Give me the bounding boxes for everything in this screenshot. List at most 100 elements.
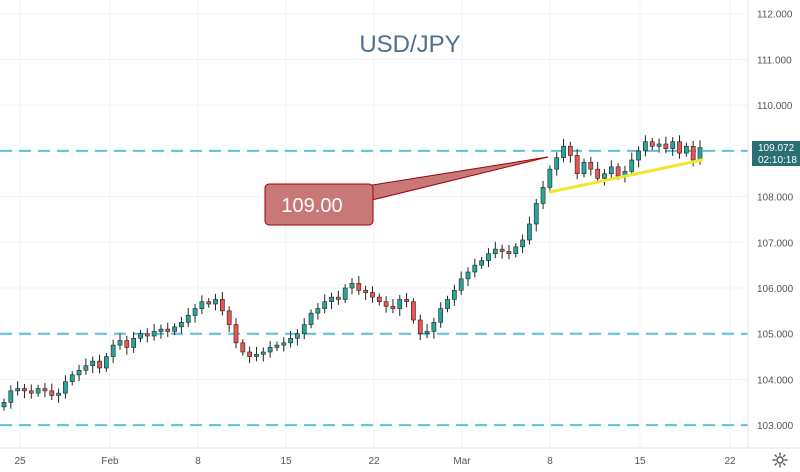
candle — [281, 337, 287, 352]
candle — [411, 298, 416, 324]
candle — [131, 331, 136, 353]
candle — [458, 271, 464, 295]
candle — [370, 286, 375, 303]
candle — [417, 314, 423, 341]
candle — [533, 198, 539, 232]
candle — [56, 388, 61, 403]
trendline — [548, 158, 704, 194]
candle — [492, 241, 498, 259]
candle — [49, 383, 55, 400]
candle — [185, 308, 191, 327]
candle — [1, 398, 7, 411]
candle — [8, 385, 14, 409]
candle — [479, 256, 484, 269]
candle — [629, 152, 635, 176]
chart-title: USD/JPY — [359, 31, 460, 58]
candle — [547, 165, 553, 192]
candle — [588, 156, 594, 176]
grid — [0, 0, 748, 448]
candle — [342, 284, 348, 304]
horizontal-levels — [0, 149, 748, 427]
price-label-box — [752, 141, 800, 166]
candle — [356, 276, 362, 295]
candle — [568, 141, 573, 163]
candle — [138, 330, 143, 342]
candle — [151, 324, 157, 341]
y-tick-label: 111.000 — [757, 55, 792, 66]
candle — [76, 364, 82, 382]
candle — [602, 169, 607, 186]
callout-text: 109.00 — [281, 195, 342, 217]
candle — [124, 336, 130, 355]
candle — [595, 161, 600, 183]
candle — [63, 375, 68, 399]
callout-pointer — [358, 156, 549, 201]
candle — [670, 137, 676, 156]
candle — [308, 309, 314, 329]
candle — [513, 243, 519, 258]
x-tick-label: 8 — [195, 456, 201, 467]
candle — [254, 346, 259, 362]
candle — [649, 138, 655, 150]
x-tick-label: 15 — [280, 456, 292, 467]
x-tick-label: 22 — [724, 456, 736, 467]
x-tick-label: 8 — [547, 456, 553, 467]
settings-gear-icon[interactable] — [772, 452, 788, 468]
candle — [69, 371, 75, 386]
candle — [22, 384, 27, 399]
callout: 109.00 — [264, 156, 549, 226]
y-axis: 103.000 104.000 105.000 106.000 107.000 108.0… — [757, 10, 794, 432]
y-tick-label: 108.000 — [757, 193, 794, 204]
candle — [636, 146, 641, 168]
price-label-value: 109.072 — [758, 143, 795, 154]
candle — [192, 304, 198, 323]
candle — [199, 295, 205, 315]
candle — [643, 135, 648, 157]
candle — [499, 244, 505, 259]
candle — [554, 152, 560, 176]
candle — [329, 292, 334, 310]
candle — [165, 322, 171, 337]
x-tick-label: 22 — [368, 456, 380, 467]
y-tick-label: 107.000 — [757, 238, 794, 249]
x-axis: 25 Feb 8 15 22 Mar 8 15 22 — [14, 456, 736, 467]
candle — [438, 302, 444, 328]
candle — [233, 318, 239, 349]
candle — [608, 160, 614, 180]
candle — [527, 216, 532, 245]
candle — [424, 324, 430, 339]
candle — [220, 292, 225, 316]
y-tick-label: 103.000 — [757, 421, 794, 432]
y-tick-label: 110.000 — [757, 101, 793, 112]
x-tick-label: 15 — [634, 456, 646, 467]
candle — [390, 298, 396, 314]
candle — [581, 158, 587, 178]
x-tick-label: 25 — [14, 456, 26, 467]
candle — [158, 324, 164, 339]
candle — [295, 329, 300, 346]
candle — [315, 303, 321, 320]
candles — [1, 135, 703, 411]
support-trendline — [548, 158, 704, 194]
callout-box — [264, 183, 374, 226]
candle — [226, 306, 232, 332]
candle — [42, 383, 48, 398]
candle — [213, 293, 218, 311]
candle — [656, 138, 662, 153]
candle — [452, 284, 457, 306]
candle — [431, 317, 437, 339]
candle — [260, 347, 266, 362]
candle — [540, 181, 546, 209]
candle — [376, 293, 382, 306]
candle — [179, 316, 184, 334]
candle — [301, 318, 307, 340]
candle — [322, 294, 328, 314]
candle — [574, 149, 580, 180]
candle — [465, 267, 471, 287]
candle — [267, 341, 273, 358]
x-tick-label: Mar — [453, 456, 471, 467]
candle — [206, 298, 212, 308]
candle — [363, 285, 368, 300]
candle — [445, 295, 450, 313]
